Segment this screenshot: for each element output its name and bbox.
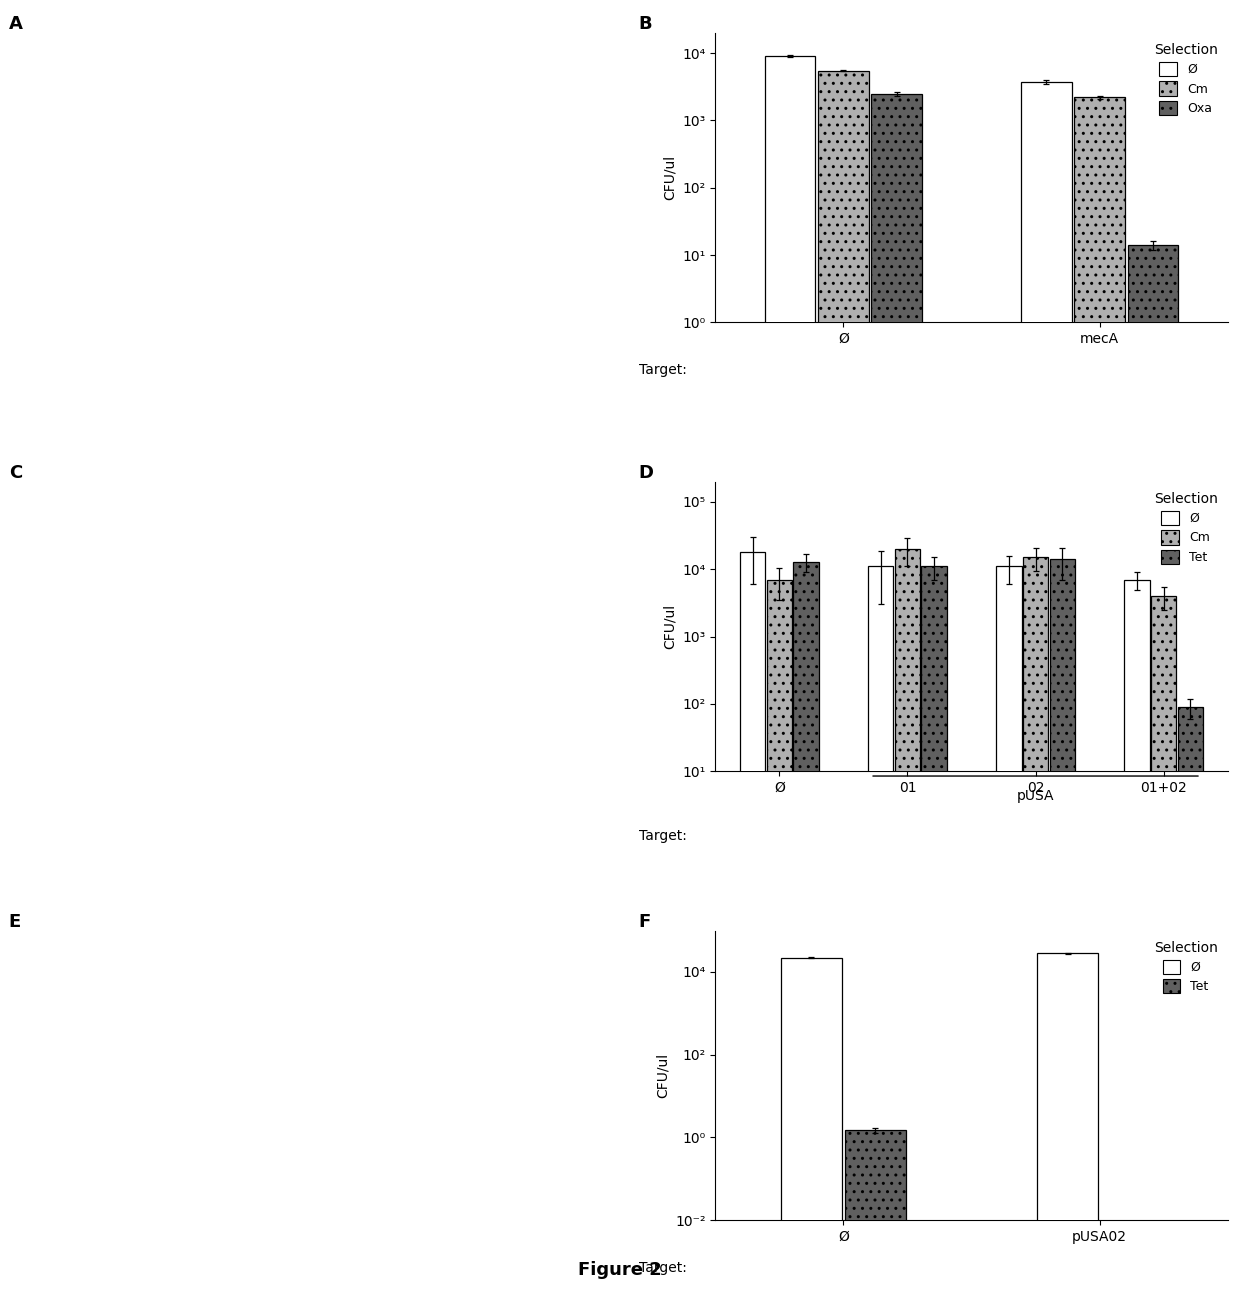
Bar	[872, 93, 923, 1312]
Text: E: E	[9, 913, 21, 932]
Bar	[1127, 245, 1178, 1312]
Bar	[1125, 580, 1149, 1312]
Bar	[1178, 707, 1203, 1312]
Bar	[1049, 559, 1075, 1312]
Bar	[740, 552, 765, 1312]
Bar	[1074, 97, 1125, 1312]
Y-axis label: CFU/ul: CFU/ul	[663, 604, 677, 649]
Bar	[1023, 558, 1048, 1312]
Bar	[846, 1130, 906, 1312]
Legend: Ø, Tet: Ø, Tet	[1149, 937, 1221, 997]
Text: pUSA: pUSA	[1017, 789, 1054, 803]
Bar	[868, 567, 894, 1312]
Text: Target:: Target:	[639, 363, 687, 377]
Text: Figure 2: Figure 2	[578, 1261, 662, 1279]
Text: C: C	[9, 464, 22, 483]
Text: A: A	[9, 16, 22, 33]
Bar	[781, 958, 842, 1312]
Legend: Ø, Cm, Tet: Ø, Cm, Tet	[1149, 488, 1221, 568]
Bar	[895, 548, 920, 1312]
Bar	[794, 562, 818, 1312]
Bar	[766, 580, 792, 1312]
Text: D: D	[639, 464, 653, 483]
Bar	[818, 71, 869, 1312]
Bar	[921, 567, 947, 1312]
Text: B: B	[639, 16, 652, 33]
Legend: Ø, Cm, Oxa: Ø, Cm, Oxa	[1149, 39, 1221, 119]
Text: Target:: Target:	[639, 829, 687, 844]
Bar	[1021, 83, 1071, 1312]
Y-axis label: CFU/ul: CFU/ul	[663, 155, 677, 201]
Text: F: F	[639, 913, 651, 932]
Bar	[1151, 596, 1177, 1312]
Text: Target:: Target:	[639, 1261, 687, 1275]
Bar	[996, 567, 1022, 1312]
Bar	[765, 56, 816, 1312]
Bar	[1037, 954, 1097, 1312]
Y-axis label: CFU/ul: CFU/ul	[656, 1052, 670, 1098]
